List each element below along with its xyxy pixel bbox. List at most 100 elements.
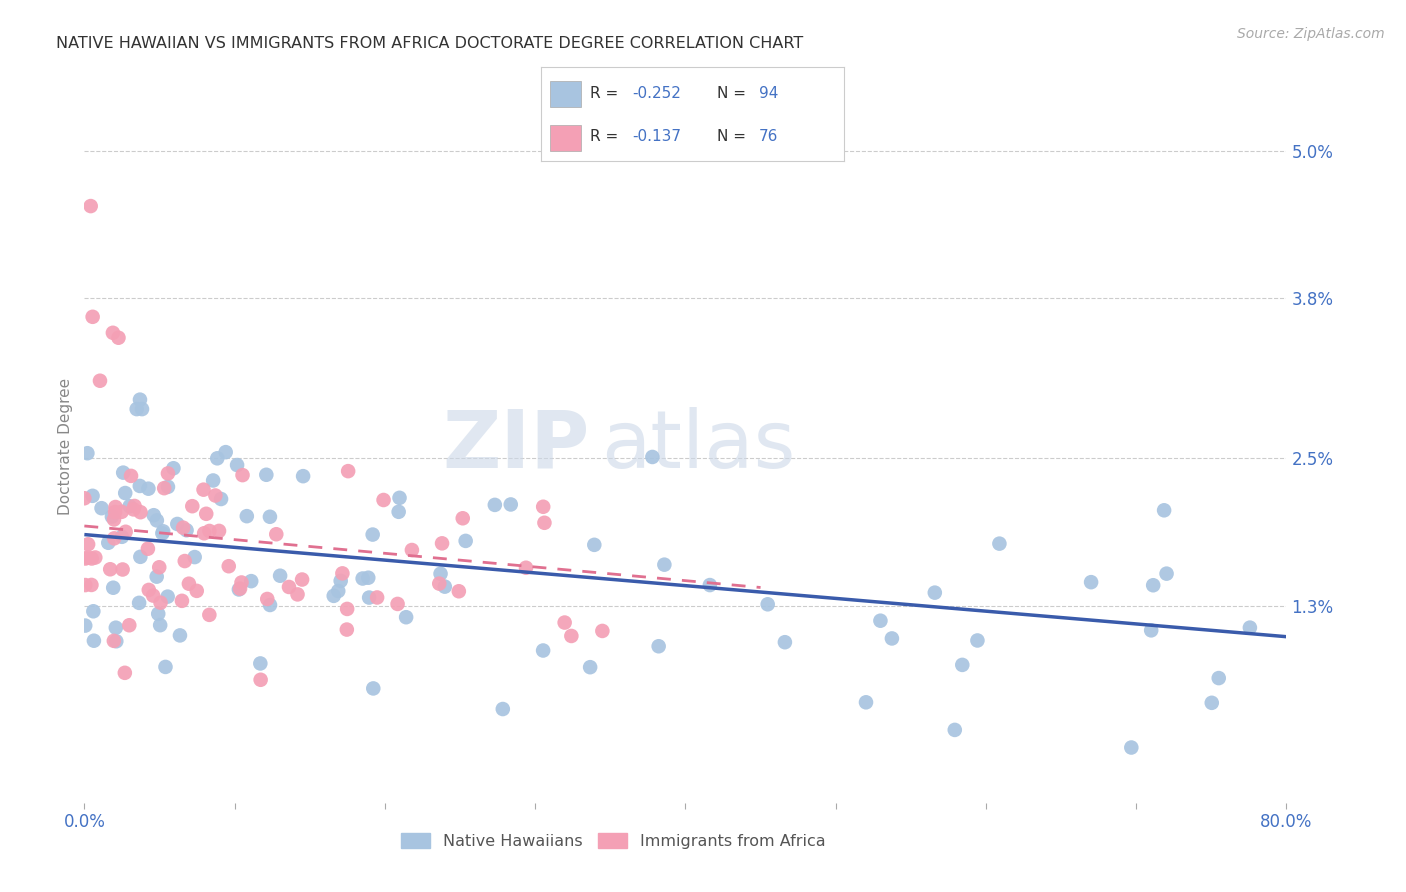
Point <box>156 480 179 494</box>
Point <box>515 560 537 574</box>
Text: 94: 94 <box>759 86 779 101</box>
Point <box>198 607 221 622</box>
Point <box>82 310 104 324</box>
Point <box>122 502 145 516</box>
Point <box>105 634 128 648</box>
Point <box>138 582 160 597</box>
Point <box>256 592 278 607</box>
Point <box>641 450 664 464</box>
Point <box>240 574 263 588</box>
Text: 76: 76 <box>759 128 779 144</box>
Y-axis label: Doctorate Degree: Doctorate Degree <box>58 377 73 515</box>
Point <box>266 527 288 541</box>
Text: -0.252: -0.252 <box>633 86 681 101</box>
Point <box>148 607 170 621</box>
Point <box>950 657 973 672</box>
Point <box>153 481 176 495</box>
Point <box>118 618 141 632</box>
Point <box>269 568 291 582</box>
Point <box>125 402 148 417</box>
Point <box>114 665 136 680</box>
Point <box>249 673 271 687</box>
Point <box>120 469 142 483</box>
Point <box>278 580 301 594</box>
Point <box>84 550 107 565</box>
Point <box>145 569 167 583</box>
Point <box>111 530 134 544</box>
Point <box>451 511 474 525</box>
Point <box>447 584 470 599</box>
Point <box>193 483 215 497</box>
Point <box>118 500 141 514</box>
Text: N =: N = <box>717 86 751 101</box>
Point <box>361 527 384 541</box>
Point <box>533 516 555 530</box>
Point <box>492 702 515 716</box>
Text: R =: R = <box>589 86 623 101</box>
Point <box>129 392 152 407</box>
Point <box>172 521 194 535</box>
Point <box>988 536 1011 550</box>
Point <box>75 551 97 566</box>
Point <box>103 633 125 648</box>
Point <box>173 554 195 568</box>
Point <box>152 524 174 539</box>
Point <box>129 505 152 519</box>
Point <box>209 491 232 506</box>
Point <box>401 543 423 558</box>
Point <box>531 500 554 514</box>
Point <box>756 597 779 611</box>
Point <box>75 578 97 592</box>
Point <box>103 532 125 546</box>
Point <box>103 581 125 595</box>
Point <box>76 550 98 565</box>
Point <box>101 509 124 524</box>
Point <box>73 491 96 506</box>
Point <box>654 558 676 572</box>
Point <box>138 482 160 496</box>
Point <box>104 621 127 635</box>
Point <box>429 566 451 581</box>
Point <box>80 199 103 213</box>
Point <box>322 589 344 603</box>
Text: -0.137: -0.137 <box>633 128 681 144</box>
Point <box>146 513 169 527</box>
Point <box>77 537 100 551</box>
Point <box>195 507 218 521</box>
Text: atlas: atlas <box>602 407 796 485</box>
Point <box>104 500 127 514</box>
Point <box>136 541 159 556</box>
Point <box>169 628 191 642</box>
Text: ZIP: ZIP <box>441 407 589 485</box>
Point <box>207 451 229 466</box>
Point <box>388 505 411 519</box>
Point <box>111 562 134 576</box>
Point <box>433 580 456 594</box>
Point <box>1080 575 1102 590</box>
Point <box>880 632 903 646</box>
Point <box>193 526 215 541</box>
Point <box>560 629 582 643</box>
Point <box>591 624 613 638</box>
Point <box>75 618 97 632</box>
Point <box>198 524 221 538</box>
Point <box>112 466 135 480</box>
Point <box>148 560 170 574</box>
Text: NATIVE HAWAIIAN VS IMMIGRANTS FROM AFRICA DOCTORATE DEGREE CORRELATION CHART: NATIVE HAWAIIAN VS IMMIGRANTS FROM AFRIC… <box>56 36 803 51</box>
Point <box>259 598 281 612</box>
Point <box>1239 621 1261 635</box>
Point <box>114 524 136 539</box>
Point <box>128 596 150 610</box>
Point <box>89 374 111 388</box>
Point <box>149 618 172 632</box>
Point <box>388 491 411 505</box>
Point <box>259 509 281 524</box>
Point <box>359 591 381 605</box>
Point <box>166 516 188 531</box>
Point <box>208 524 231 538</box>
Point <box>83 633 105 648</box>
Point <box>98 562 121 576</box>
Point <box>254 467 277 482</box>
Point <box>101 326 124 340</box>
Point <box>104 505 127 519</box>
